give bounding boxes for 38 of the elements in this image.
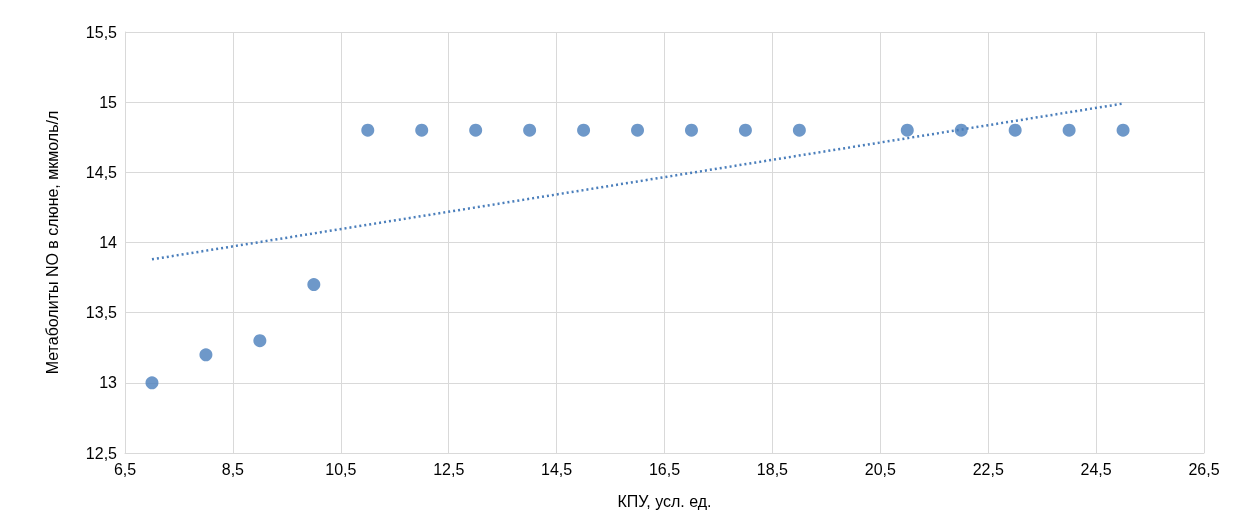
point xyxy=(361,123,375,137)
y-tick-label: 12,5 xyxy=(85,444,118,462)
point xyxy=(1008,123,1022,137)
point xyxy=(1062,123,1076,137)
x-tick-label: 18,5 xyxy=(756,460,789,478)
point xyxy=(523,123,537,137)
y-tick-label: 14,5 xyxy=(85,163,118,181)
point xyxy=(415,123,429,137)
point xyxy=(684,123,698,137)
point xyxy=(1116,123,1130,137)
x-tick-label: 20,5 xyxy=(864,460,896,478)
x-tick-label: 14,5 xyxy=(541,460,573,478)
y-tick-label: 13 xyxy=(99,374,118,392)
point xyxy=(145,376,159,390)
y-tick-label: 15,5 xyxy=(85,23,118,41)
point xyxy=(631,123,645,137)
x-tick-label: 10,5 xyxy=(325,460,357,478)
x-tick-label: 6,5 xyxy=(113,460,137,478)
y-axis-title: Метаболиты NO в слюне, мкмоль/л xyxy=(43,110,61,375)
y-tick-label: 13,5 xyxy=(85,304,118,322)
point xyxy=(199,348,213,362)
y-tick-label: 15 xyxy=(99,93,118,111)
x-tick-label: 26,5 xyxy=(1188,460,1220,478)
point xyxy=(577,123,591,137)
x-tick-label: 16,5 xyxy=(648,460,681,478)
point xyxy=(307,278,321,292)
point xyxy=(900,123,914,137)
point xyxy=(792,123,806,137)
x-axis-title: КПУ, усл. ед. xyxy=(617,492,712,510)
point xyxy=(469,123,483,137)
x-tick-label: 24,5 xyxy=(1080,460,1112,478)
x-tick-label: 22,5 xyxy=(972,460,1004,478)
point xyxy=(253,334,267,348)
x-tick-label: 12,5 xyxy=(433,460,465,478)
y-tick-label: 14 xyxy=(99,234,118,251)
x-tick-label: 8,5 xyxy=(221,460,245,478)
point xyxy=(738,123,752,137)
point xyxy=(954,123,968,137)
